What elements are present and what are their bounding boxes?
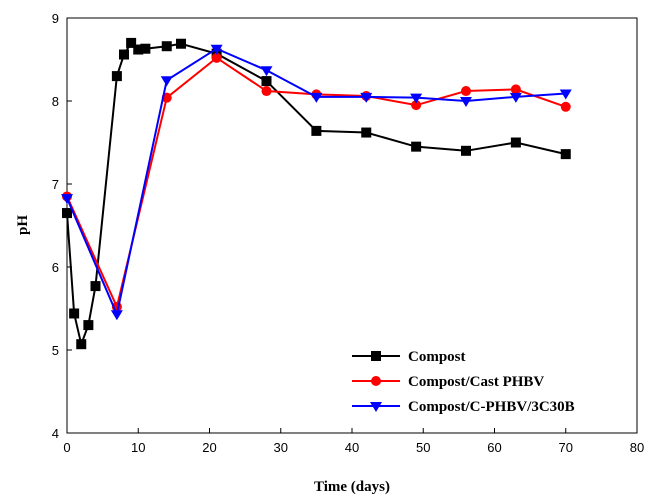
series-2 [61, 44, 572, 321]
plot-frame [66, 17, 638, 434]
x-tick-label: 20 [202, 440, 216, 455]
data-point [62, 208, 72, 219]
data-point [160, 76, 173, 87]
x-axis-title: Time (days) [314, 479, 390, 495]
legend-marker [371, 351, 381, 361]
data-point [176, 38, 186, 49]
data-point [76, 339, 87, 350]
data-point [460, 97, 472, 107]
x-tick-label: 30 [274, 440, 288, 455]
y-tick-label: 4 [52, 426, 59, 441]
data-point [361, 127, 372, 138]
data-point [119, 49, 129, 60]
y-tick-label: 6 [52, 260, 59, 275]
data-point [559, 89, 572, 100]
x-tick-label: 40 [345, 440, 359, 455]
data-point [560, 101, 571, 112]
data-point [69, 308, 80, 319]
data-point [411, 100, 422, 111]
data-point [461, 145, 471, 156]
x-tick-label: 10 [131, 440, 145, 455]
legend-label: Compost/C-PHBV/3C30B [408, 399, 575, 415]
plot-area [66, 17, 638, 434]
series-1 [62, 52, 571, 312]
x-tick-label: 50 [416, 440, 430, 455]
data-point [111, 71, 122, 82]
data-point [311, 125, 322, 136]
x-tick-label: 60 [487, 440, 501, 455]
data-point [83, 320, 94, 331]
data-point [211, 52, 222, 63]
data-point [411, 141, 422, 152]
x-tick-label: 70 [559, 440, 573, 455]
y-tick-label: 8 [52, 94, 59, 109]
data-point [461, 86, 471, 97]
data-point [126, 37, 137, 48]
legend-label: Compost [408, 349, 466, 365]
data-point [410, 93, 423, 104]
data-point [90, 281, 101, 292]
data-point [261, 76, 272, 87]
legend-marker [370, 402, 382, 412]
x-tick-label: 0 [63, 440, 70, 455]
y-axis: 4 5 6 7 8 9 [52, 11, 72, 441]
data-point [510, 84, 521, 95]
x-tick-label: 80 [630, 440, 644, 455]
data-point [161, 41, 172, 52]
x-axis: 0 10 20 30 40 50 60 70 80 [63, 428, 644, 455]
data-point [210, 44, 223, 55]
series-line [66, 41, 566, 348]
y-tick-label: 9 [52, 11, 59, 26]
series-line [66, 47, 566, 318]
data-point [133, 44, 144, 55]
legend-item: Compost/Cast PHBV [352, 374, 544, 390]
data-point [360, 92, 373, 103]
data-point [110, 310, 123, 321]
y-tick-label: 5 [52, 343, 59, 358]
legend-item: Compost [352, 349, 466, 365]
series-0 [62, 37, 571, 350]
data-point [509, 92, 522, 103]
legend-label: Compost/Cast PHBV [408, 374, 544, 390]
data-point [261, 86, 272, 97]
data-point [510, 137, 521, 148]
series-layer [61, 37, 572, 350]
data-point [61, 194, 73, 205]
legend-item: Compost/C-PHBV/3C30B [352, 399, 575, 415]
data-point [260, 66, 273, 77]
data-point [560, 149, 571, 160]
legend: Compost Compost/Cast PHBV Compost/C-PHBV/3… [352, 349, 575, 415]
y-tick-label: 7 [52, 177, 59, 192]
y-axis-title: pH [15, 215, 31, 235]
data-point [310, 92, 323, 103]
data-point [140, 43, 151, 54]
legend-marker [371, 376, 381, 386]
